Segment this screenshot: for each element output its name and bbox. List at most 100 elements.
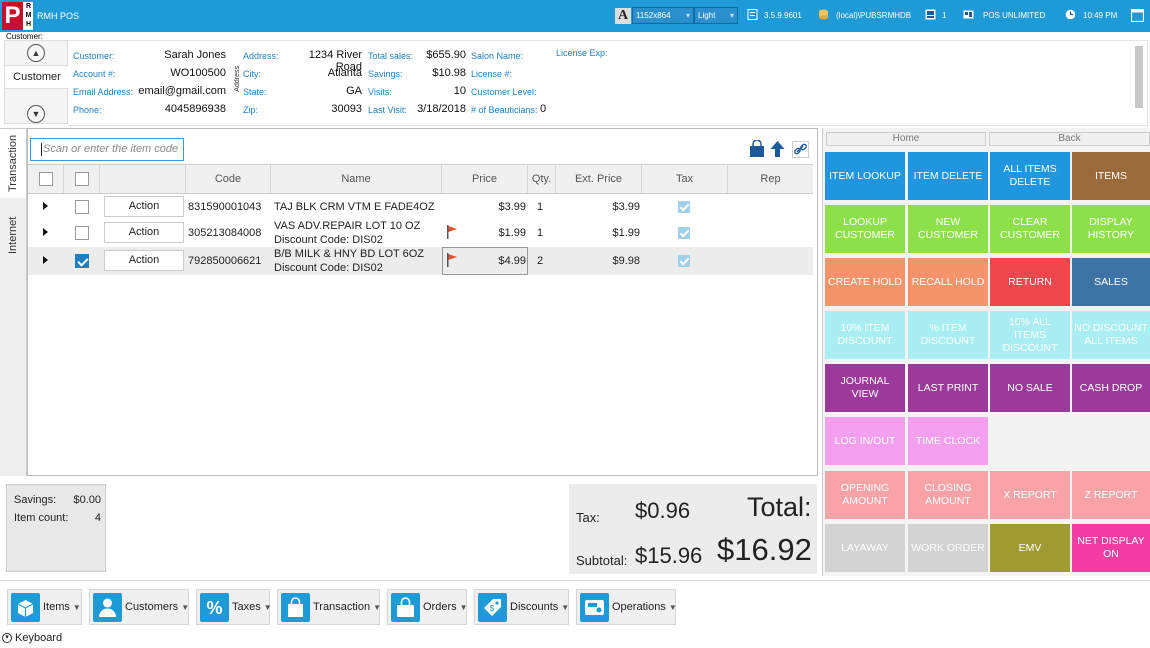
scan-input[interactable]: Scan or enter the item code <box>30 138 184 161</box>
resolution-select[interactable]: 1152x864 ▾ <box>632 7 694 24</box>
column-header-tax[interactable]: Tax <box>642 165 728 193</box>
theme-select[interactable]: Light ▾ <box>694 7 738 24</box>
row-checkbox[interactable] <box>75 200 89 214</box>
tile-empty-23[interactable] <box>1072 417 1150 465</box>
tile-opening-amount[interactable]: OPENING AMOUNT <box>825 471 905 519</box>
tile-log-in-out[interactable]: LOG IN/OUT <box>825 417 905 465</box>
customer-scrollbar[interactable] <box>1135 46 1143 108</box>
check-all-checkbox[interactable] <box>75 172 89 186</box>
tile-z-report[interactable]: Z REPORT <box>1072 471 1150 519</box>
row-checkbox-checked[interactable] <box>75 254 89 268</box>
tile-item-discount[interactable]: % ITEM DISCOUNT <box>908 311 988 359</box>
menu-taxes[interactable]: % Taxes ▼ <box>196 589 272 625</box>
home-button[interactable]: Home <box>826 132 986 146</box>
menu-orders[interactable]: Orders ▼ <box>387 589 468 625</box>
menu-customers[interactable]: Customers ▼ <box>89 589 189 625</box>
menu-discounts-label: Discounts <box>510 601 559 613</box>
tile-closing-amount[interactable]: CLOSING AMOUNT <box>908 471 988 519</box>
tile-return[interactable]: RETURN <box>990 258 1070 306</box>
tile-item-delete[interactable]: ITEM DELETE <box>908 152 988 200</box>
window-restore-icon[interactable] <box>1131 9 1144 22</box>
table-row[interactable]: Action 305213084008 VAS ADV.REPAIR LOT 1… <box>28 219 813 247</box>
tab-customer[interactable]: Customer <box>5 65 69 89</box>
tab-internet[interactable]: Internet <box>7 216 19 254</box>
address-label: Address: <box>243 51 279 61</box>
expand-row-icon[interactable] <box>43 256 48 264</box>
tile-10-item-discount[interactable]: 10% ITEM DISCOUNT <box>825 311 905 359</box>
menu-transaction[interactable]: Transaction ▼ <box>277 589 381 625</box>
column-header-qty[interactable]: Qty. <box>528 165 556 193</box>
scroll-down-button[interactable]: ▼ <box>27 105 45 123</box>
tile-work-order[interactable]: WORK ORDER <box>908 524 988 572</box>
action-button[interactable]: Action <box>104 250 184 271</box>
tile-last-print[interactable]: LAST PRINT <box>908 364 988 412</box>
tag-icon: $ <box>478 592 507 622</box>
menu-operations[interactable]: Operations ▼ <box>576 589 677 625</box>
tile-create-hold[interactable]: CREATE HOLD <box>825 258 905 306</box>
tile-clear-customer[interactable]: CLEAR CUSTOMER <box>990 205 1070 253</box>
logo-letter-h: H <box>25 21 32 28</box>
tile-no-sale[interactable]: NO SALE <box>990 364 1070 412</box>
tile-item-lookup[interactable]: ITEM LOOKUP <box>825 152 905 200</box>
tile-time-clock[interactable]: TIME CLOCK <box>908 417 988 465</box>
column-header-ext-price[interactable]: Ext. Price <box>556 165 642 193</box>
table-row[interactable]: Action 831590001043 TAJ BLK CRM VTM E FA… <box>28 193 813 221</box>
tax-checkbox[interactable] <box>678 201 690 213</box>
tax-checkbox[interactable] <box>678 227 690 239</box>
tile-journal-view[interactable]: JOURNAL VIEW <box>825 364 905 412</box>
tile-cash-drop[interactable]: CASH DROP <box>1072 364 1150 412</box>
arrow-up-icon[interactable] <box>769 140 786 158</box>
row-checkbox[interactable] <box>75 226 89 240</box>
email-label: Email Address: <box>73 87 134 97</box>
item-ext-price: $3.99 <box>612 201 640 213</box>
expand-row-icon[interactable] <box>43 228 48 236</box>
tile-10-all-items-discount[interactable]: 10% ALL ITEMS DISCOUNT <box>990 311 1070 359</box>
column-header-code[interactable]: Code <box>186 165 271 193</box>
tile-all-items-delete[interactable]: ALL ITEMS DELETE <box>990 152 1070 200</box>
tile-recall-hold[interactable]: RECALL HOLD <box>908 258 988 306</box>
tile-x-report[interactable]: X REPORT <box>990 471 1070 519</box>
box-icon <box>11 592 40 622</box>
tax-label: Tax: <box>576 510 600 525</box>
table-row-selected[interactable]: Action 792850006621 B/B MILK & HNY BD LO… <box>28 247 813 275</box>
state-label: State: <box>243 87 267 97</box>
tile-net-display-on[interactable]: NET DISPLAY ON <box>1072 524 1150 572</box>
address-side-label: Address <box>234 66 241 92</box>
tile-items[interactable]: ITEMS <box>1072 152 1150 200</box>
menu-discounts[interactable]: $ Discounts ▼ <box>474 589 569 625</box>
keyboard-label: Keyboard <box>15 632 63 644</box>
chevron-down-icon: ▾ <box>729 11 734 20</box>
tile-layaway[interactable]: LAYAWAY <box>825 524 905 572</box>
tile-empty-22[interactable] <box>990 417 1070 465</box>
tile-lookup-customer[interactable]: LOOKUP CUSTOMER <box>825 205 905 253</box>
back-button[interactable]: Back <box>989 132 1150 146</box>
tile-no-discount-all-items[interactable]: NO DISCOUNT ALL ITEMS <box>1072 311 1150 359</box>
tile-sales[interactable]: SALES <box>1072 258 1150 306</box>
column-header-name[interactable]: Name <box>271 165 442 193</box>
font-size-icon[interactable]: A <box>615 8 631 24</box>
chevron-down-icon: ▼ <box>459 602 468 612</box>
scroll-up-button[interactable]: ▲ <box>27 44 45 62</box>
tile-emv[interactable]: EMV <box>990 524 1070 572</box>
action-button[interactable]: Action <box>104 196 184 217</box>
expand-row-icon[interactable] <box>43 202 48 210</box>
column-header-price[interactable]: Price <box>442 165 528 193</box>
tab-transaction[interactable]: Transaction <box>0 128 26 198</box>
tile-new-customer[interactable]: NEW CUSTOMER <box>908 205 988 253</box>
tile-display-history[interactable]: DISPLAY HISTORY <box>1072 205 1150 253</box>
column-header-rep[interactable]: Rep <box>760 173 781 185</box>
tax-checkbox[interactable] <box>678 255 690 267</box>
visits-label: Visits: <box>368 87 392 97</box>
select-all-checkbox[interactable] <box>39 172 53 186</box>
item-code: 792850006621 <box>188 255 262 267</box>
menu-items[interactable]: Items ▼ <box>7 589 82 625</box>
bottom-menu-bar: Items ▼ Customers ▼ % Taxes ▼ Transaction ▼ … <box>0 580 1150 630</box>
link-icon[interactable] <box>792 141 809 158</box>
menu-taxes-label: Taxes <box>232 601 261 613</box>
action-button[interactable]: Action <box>104 222 184 243</box>
keyboard-toggle[interactable]: ▾ Keyboard <box>2 632 62 644</box>
grid-header: Code Name Price Qty. Ext. Price Tax Rep <box>28 164 813 194</box>
license-number-label: License #: <box>471 69 513 79</box>
price-cell-focus[interactable] <box>442 247 528 275</box>
shopping-bag-icon[interactable] <box>749 140 765 158</box>
